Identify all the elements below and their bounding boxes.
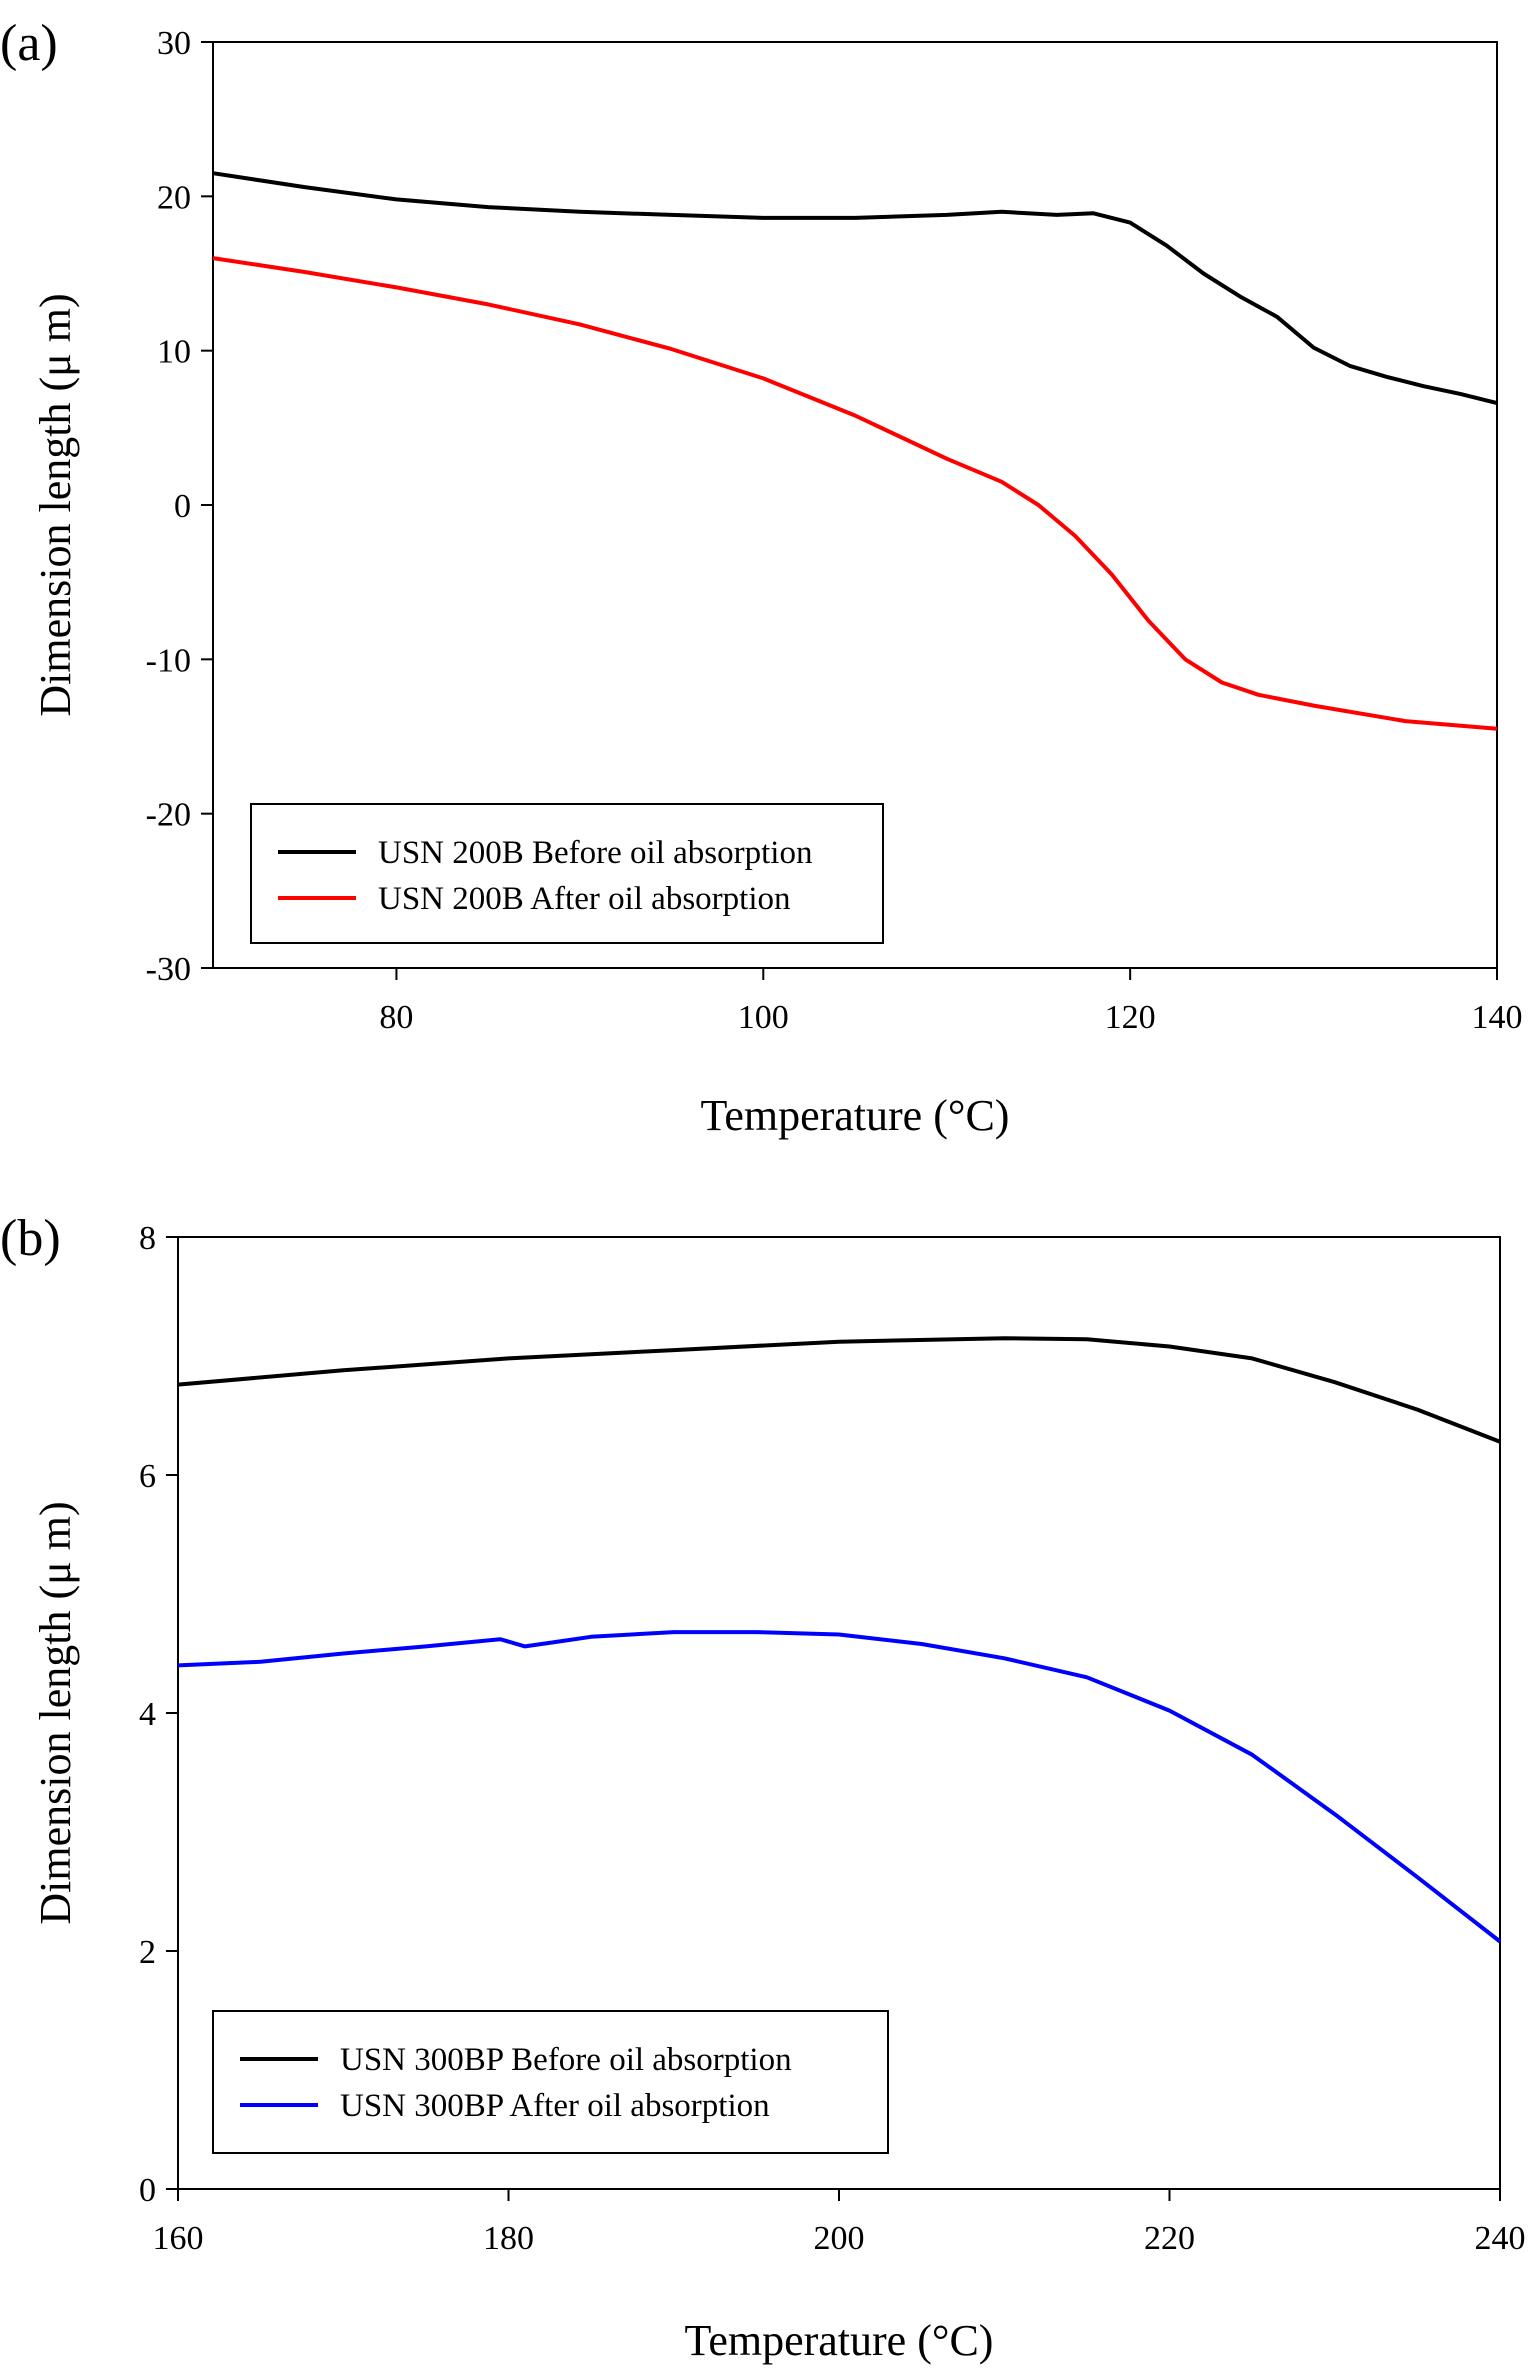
- y-axis-label: Dimension length (μ m): [31, 293, 80, 716]
- legend-box: [250, 803, 884, 944]
- chart-panel-1: (b) 160 180 200 220 240 0 2 4 6 8 Temperature (°C) D…: [0, 1210, 1526, 2365]
- legend-box: [212, 2010, 889, 2154]
- series-line-1: [212, 256, 1498, 731]
- x-tick-label: 120: [1105, 999, 1156, 1036]
- legend: USN 200B Before oil absorption USN 200B A…: [250, 803, 884, 944]
- y-tick-label: 2: [139, 1934, 156, 1971]
- y-tick-label: 4: [139, 1696, 156, 1733]
- series-line-0: [177, 1336, 1501, 1444]
- y-tick-label: 0: [139, 2172, 156, 2209]
- x-axis-label: Temperature (°C): [685, 2316, 994, 2365]
- x-tick-label: 140: [1472, 999, 1523, 1036]
- legend-entry: USN 300BP After oil absorption: [340, 2088, 770, 2124]
- y-tick-label: -10: [146, 642, 191, 679]
- legend-entry: USN 200B Before oil absorption: [378, 835, 812, 871]
- chart-panel-0: (a) 80 100 120 140 -30 -20 -10 0 10 20 30 Temperatur…: [0, 15, 1523, 1140]
- y-tick-label: 8: [139, 1220, 156, 1257]
- legend-entry: USN 300BP Before oil absorption: [340, 2042, 792, 2078]
- legend: USN 300BP Before oil absorption USN 300BP…: [212, 2010, 889, 2154]
- y-tick-label: -30: [146, 951, 191, 988]
- series-line-1: [177, 1630, 1502, 1944]
- x-tick-label: 180: [483, 2220, 534, 2257]
- x-axis-label: Temperature (°C): [701, 1091, 1010, 1140]
- y-tick-label: 0: [174, 488, 191, 525]
- x-tick-label: 100: [738, 999, 789, 1036]
- x-tick-label: 200: [814, 2220, 865, 2257]
- y-tick-label: 10: [157, 334, 191, 371]
- series-line-0: [212, 171, 1498, 406]
- y-tick-label: -20: [146, 797, 191, 834]
- x-tick-label: 240: [1475, 2220, 1526, 2257]
- panel-label: (b): [0, 1210, 61, 1267]
- x-tick-label: 80: [379, 999, 413, 1036]
- x-tick-label: 160: [153, 2220, 204, 2257]
- x-tick-label: 220: [1144, 2220, 1195, 2257]
- y-tick-label: 6: [139, 1458, 156, 1495]
- panel-label: (a): [0, 15, 58, 72]
- y-axis-label: Dimension length (μ m): [31, 1501, 80, 1924]
- y-tick-label: 30: [157, 25, 191, 62]
- legend-entry: USN 200B After oil absorption: [378, 881, 790, 917]
- y-tick-label: 20: [157, 179, 191, 216]
